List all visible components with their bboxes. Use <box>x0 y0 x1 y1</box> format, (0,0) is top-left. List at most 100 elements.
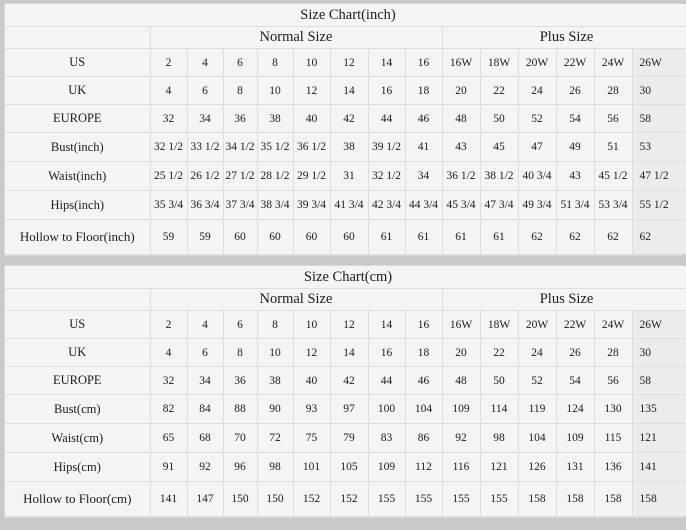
table-cell: 40 3/4 <box>517 161 557 191</box>
table-cell: 58 <box>631 104 686 133</box>
table-cell: 44 <box>367 104 406 133</box>
table-cell: 98 <box>479 423 519 453</box>
table-row: UK 4 6 8 10 12 14 16 18 20 22 24 26 28 30 <box>5 76 686 105</box>
table-cell: 12 <box>329 310 369 339</box>
table-cell: 152 <box>329 481 369 517</box>
table-cell: 60 <box>256 219 294 255</box>
size-chart-inch: Size Chart(inch) Normal Size Plus Size US 2 4… <box>4 3 686 256</box>
table-cell: 131 <box>555 452 595 482</box>
table-cell: 18 <box>404 338 443 367</box>
table-cell: 83 <box>367 423 406 453</box>
table-cell: 8 <box>256 310 294 339</box>
table-cell: 32 1/2 <box>149 132 188 162</box>
table-cell: 4 <box>186 310 224 339</box>
table-cell: 152 <box>292 481 331 517</box>
group-header-plus-size: Plus Size <box>441 26 686 49</box>
table-cell: 126 <box>517 452 557 482</box>
table-cell: 109 <box>441 394 481 424</box>
row-label: Hips(cm) <box>5 452 151 482</box>
table-cell: 39 3/4 <box>292 190 331 220</box>
table-cell: 158 <box>593 481 633 517</box>
table-cell: 92 <box>441 423 481 453</box>
group-header-row: Normal Size Plus Size <box>5 288 686 311</box>
table-cell: 115 <box>593 423 633 453</box>
table-cell: 114 <box>479 394 519 424</box>
table-cell: 33 1/2 <box>186 132 224 162</box>
chart-title: Size Chart(cm) <box>5 266 686 289</box>
row-label: US <box>5 48 151 77</box>
table-cell: 58 <box>631 366 686 395</box>
table-cell: 93 <box>292 394 331 424</box>
table-cell: 52 <box>517 366 557 395</box>
group-header-normal-size: Normal Size <box>149 288 443 311</box>
table-cell: 20W <box>517 310 557 339</box>
group-header-plus-size: Plus Size <box>441 288 686 311</box>
table-cell: 18 <box>404 76 443 105</box>
table-cell: 24 <box>517 76 557 105</box>
table-cell: 62 <box>517 219 557 255</box>
table-cell: 59 <box>186 219 224 255</box>
table-cell: 88 <box>222 394 258 424</box>
table-row: Hips(cm) 91 92 96 98 101 105 109 112 116 121 126 131… <box>5 452 686 482</box>
table-cell: 116 <box>441 452 481 482</box>
table-cell: 105 <box>329 452 369 482</box>
table-cell: 38 3/4 <box>256 190 294 220</box>
table-cell: 158 <box>555 481 595 517</box>
table-row: UK 4 6 8 10 12 14 16 18 20 22 24 26 28 30 <box>5 338 686 367</box>
row-label: UK <box>5 338 151 367</box>
table-row: Hips(inch) 35 3/4 36 3/4 37 3/4 38 3/4 39 3/4… <box>5 190 686 220</box>
table-cell: 72 <box>256 423 294 453</box>
table-cell: 16W <box>441 310 481 339</box>
title-row: Size Chart(inch) <box>5 4 686 27</box>
table-cell: 10 <box>292 48 331 77</box>
table-cell: 42 <box>329 366 369 395</box>
table-cell: 39 1/2 <box>367 132 406 162</box>
table-cell: 4 <box>186 48 224 77</box>
table-cell: 20 <box>441 338 481 367</box>
table-cell: 35 3/4 <box>149 190 188 220</box>
table-cell: 26W <box>631 310 686 339</box>
table-cell: 121 <box>479 452 519 482</box>
table-cell: 52 <box>517 104 557 133</box>
table-cell: 28 1/2 <box>256 161 294 191</box>
table-cell: 112 <box>404 452 443 482</box>
table-cell: 14 <box>367 310 406 339</box>
table-cell: 44 3/4 <box>404 190 443 220</box>
table-row: Hollow to Floor(inch) 59 59 60 60 60 60 61 61 61 6… <box>5 219 686 255</box>
table-cell: 6 <box>186 338 224 367</box>
table-cell: 28 <box>593 338 633 367</box>
table-cell: 51 3/4 <box>555 190 595 220</box>
table-cell: 31 <box>329 161 369 191</box>
table-cell: 10 <box>292 310 331 339</box>
table-cell: 82 <box>149 394 188 424</box>
table-cell: 43 <box>555 161 595 191</box>
table-cell: 60 <box>329 219 369 255</box>
table-cell: 8 <box>222 76 258 105</box>
table-cell: 48 <box>441 104 481 133</box>
table-cell: 30 <box>631 338 686 367</box>
table-cell: 90 <box>256 394 294 424</box>
table-cell: 135 <box>631 394 686 424</box>
table-cell: 38 1/2 <box>479 161 519 191</box>
table-cell: 32 <box>149 366 188 395</box>
table-cell: 45 1/2 <box>593 161 633 191</box>
table-cell: 130 <box>593 394 633 424</box>
table-row: Hollow to Floor(cm) 141 147 150 150 152 152 155… <box>5 481 686 517</box>
table-cell: 45 3/4 <box>441 190 481 220</box>
table-cell: 62 <box>593 219 633 255</box>
table-cell: 40 <box>292 104 331 133</box>
table-cell: 8 <box>222 338 258 367</box>
table-cell: 50 <box>479 366 519 395</box>
table-cell: 47 <box>517 132 557 162</box>
row-label: Hollow to Floor(inch) <box>5 219 151 255</box>
table-cell: 141 <box>631 452 686 482</box>
table-cell: 46 <box>404 366 443 395</box>
table-cell: 12 <box>292 76 331 105</box>
table-cell: 36 <box>222 104 258 133</box>
table-cell: 38 <box>256 366 294 395</box>
size-table: Size Chart(cm) Normal Size Plus Size US 2 4 6 8… <box>5 266 686 517</box>
table-cell: 60 <box>222 219 258 255</box>
table-cell: 22W <box>555 48 595 77</box>
group-header-normal-size: Normal Size <box>149 26 443 49</box>
table-cell: 4 <box>149 338 188 367</box>
